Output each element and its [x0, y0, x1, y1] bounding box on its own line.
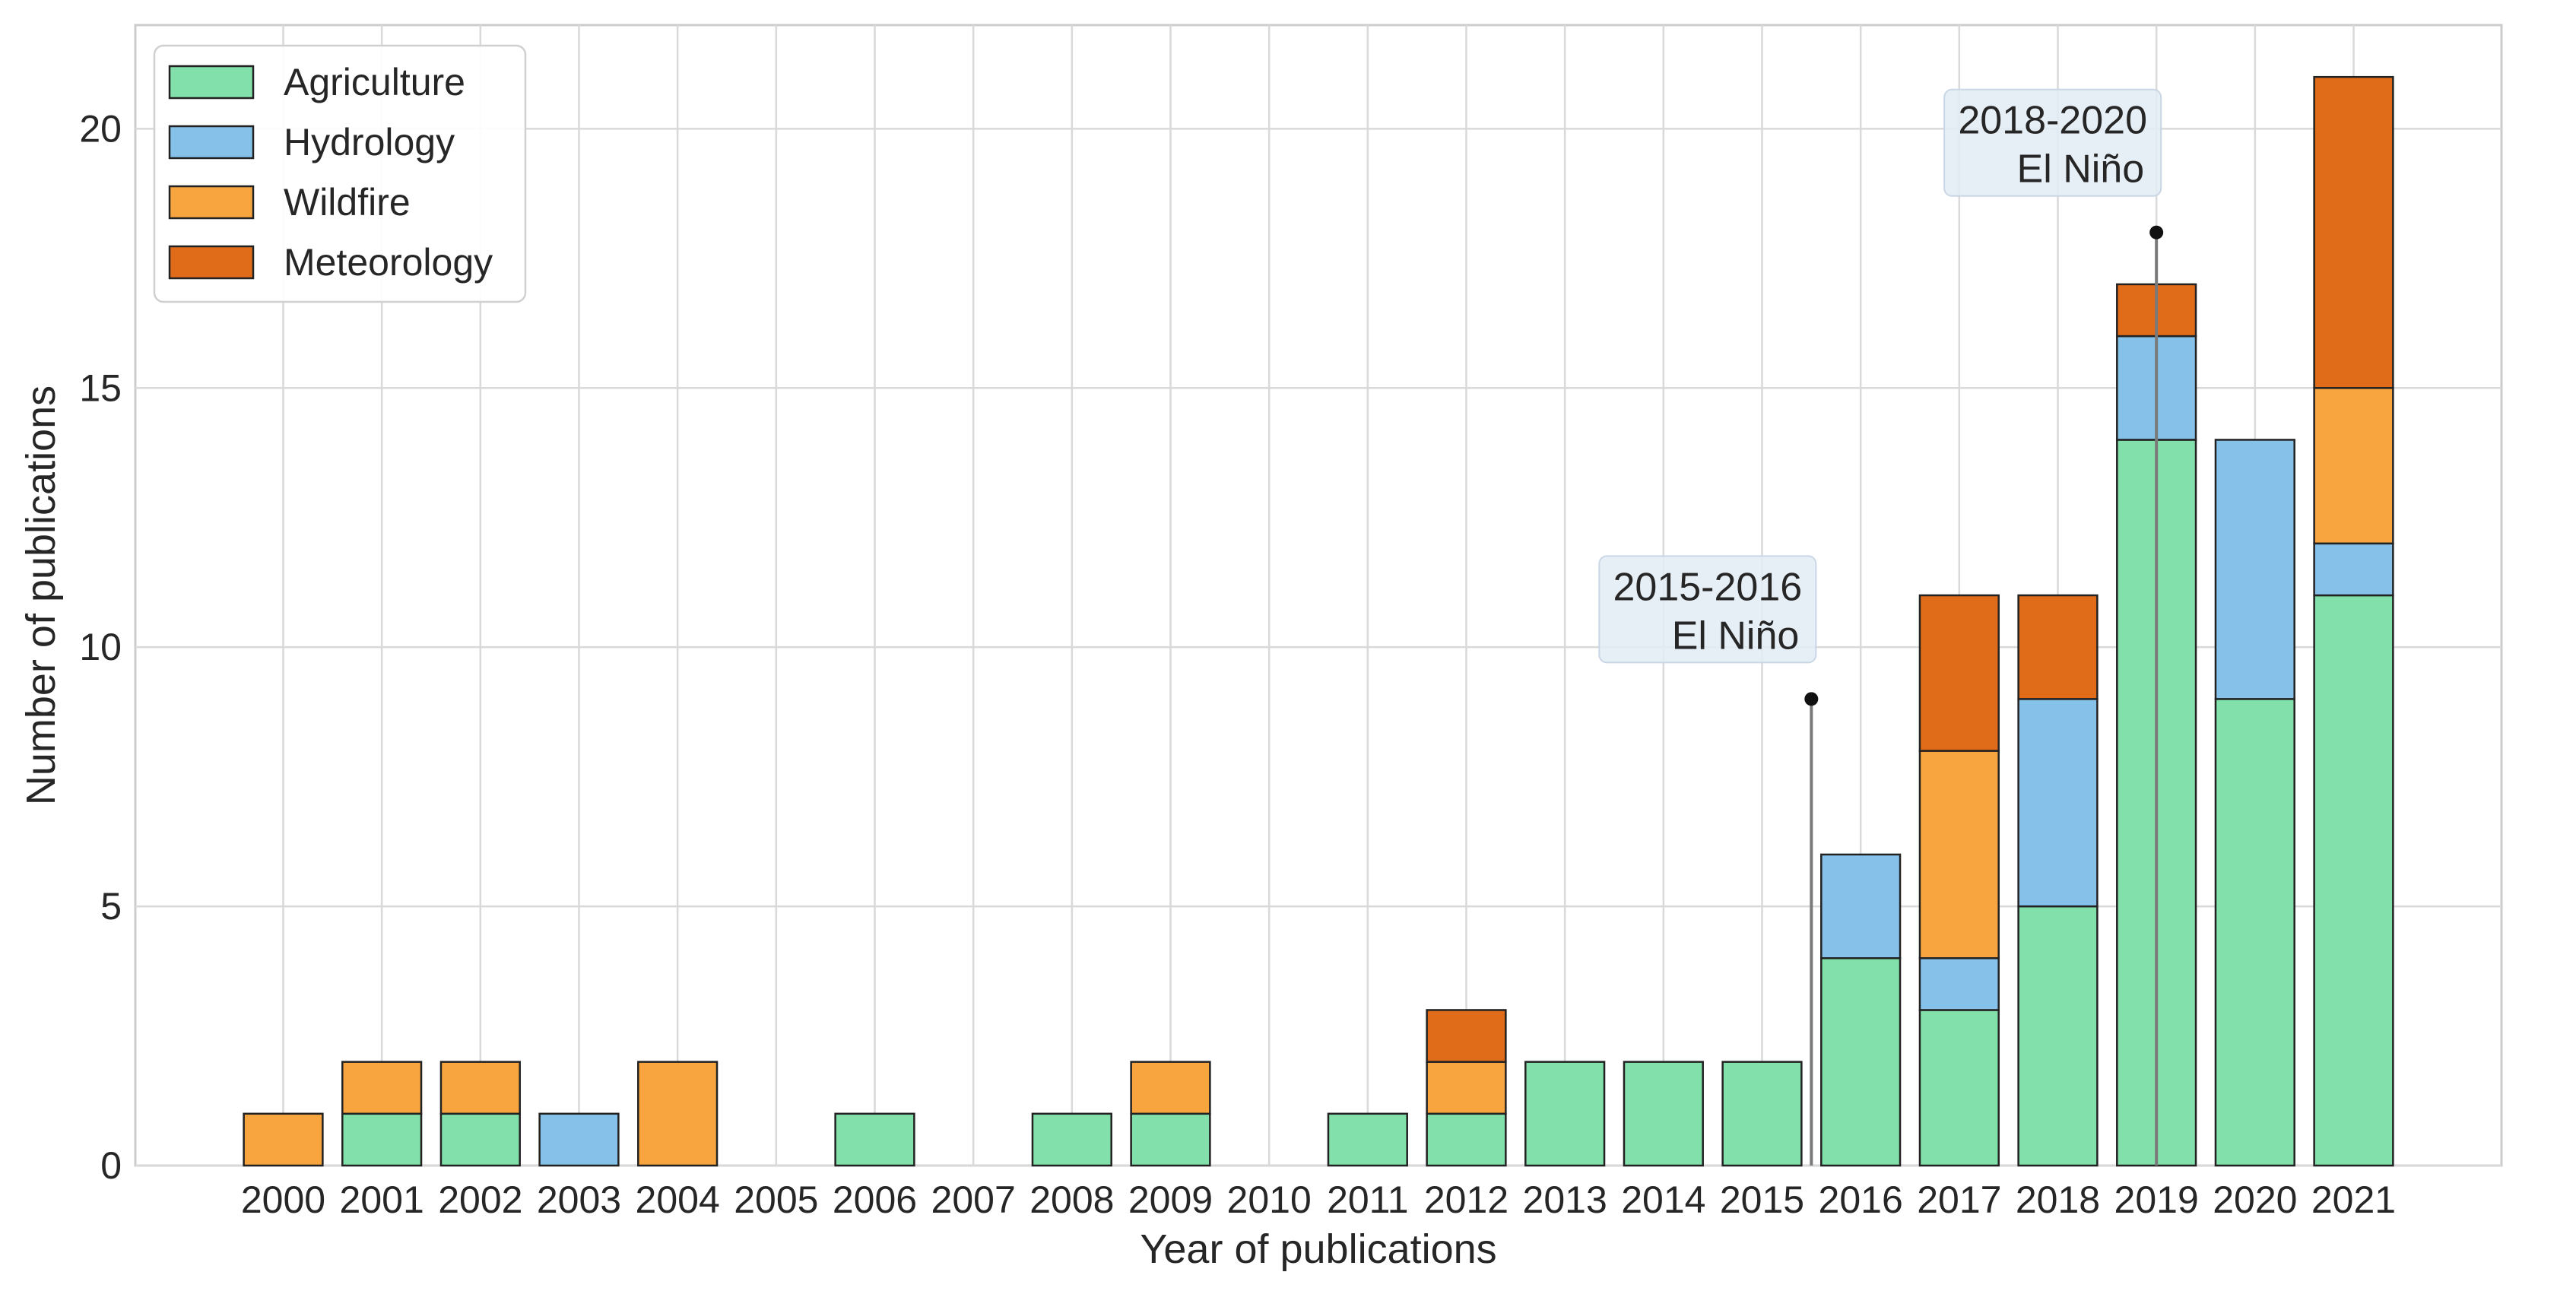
x-tick-label: 2006: [833, 1178, 917, 1221]
x-tick-label: 2015: [1720, 1178, 1804, 1221]
bar-hydrology-2016: [1820, 853, 1902, 960]
bar-hydrology-2020: [2214, 439, 2295, 700]
bar-agriculture-2017: [1918, 1009, 2000, 1167]
bar-hydrology-2021: [2313, 542, 2394, 597]
bar-agriculture-2020: [2214, 698, 2295, 1167]
y-tick-label: 15: [79, 366, 122, 409]
x-tick-label: 2001: [340, 1178, 424, 1221]
x-tick-label: 2010: [1227, 1178, 1312, 1221]
x-axis-label: Year of publications: [1140, 1226, 1496, 1272]
legend-label-hydrology: Hydrology: [284, 121, 455, 163]
x-tick-label: 2000: [241, 1178, 325, 1221]
bar-agriculture-2001: [341, 1112, 423, 1167]
x-tick-label: 2017: [1917, 1178, 2001, 1221]
bar-wildfire-2000: [243, 1112, 324, 1167]
bar-wildfire-2001: [341, 1061, 423, 1115]
bar-meteorology-2012: [1426, 1009, 1507, 1063]
bar-agriculture-2006: [834, 1112, 915, 1167]
bar-agriculture-2016: [1820, 957, 1902, 1167]
legend-swatch-wildfire: [168, 185, 255, 220]
y-tick-label: 5: [100, 885, 122, 928]
annotation-title: 2015-2016: [1613, 565, 1802, 609]
x-tick-label: 2007: [931, 1178, 1016, 1221]
x-tick-label: 2012: [1424, 1178, 1508, 1221]
bar-meteorology-2018: [2017, 594, 2099, 700]
bar-agriculture-2015: [1721, 1061, 1803, 1167]
x-tick-label: 2011: [1327, 1178, 1409, 1221]
annotation-subtitle: El Niño: [2017, 147, 2145, 192]
x-tick-label: 2003: [537, 1178, 621, 1221]
y-axis-label: Number of publications: [18, 385, 64, 805]
bar-agriculture-2021: [2313, 594, 2394, 1167]
bar-agriculture-2012: [1426, 1112, 1507, 1167]
plot-area: [134, 24, 2503, 1167]
legend-frame: [153, 44, 527, 303]
x-tick-label: 2008: [1029, 1178, 1114, 1221]
bar-wildfire-2017: [1918, 750, 2000, 960]
legend-swatch-hydrology: [168, 125, 255, 160]
y-tick-labels: 0 5 10 15 20: [79, 107, 122, 1187]
bar-wildfire-2021: [2313, 387, 2394, 545]
bar-wildfire-2009: [1130, 1061, 1211, 1115]
annotation-point: [2149, 225, 2164, 239]
legend-label-agriculture: Agriculture: [284, 61, 465, 103]
bar-hydrology-2003: [538, 1112, 620, 1167]
x-tick-label: 2020: [2213, 1178, 2297, 1221]
annotation-box: [1943, 88, 2162, 197]
bars-group: [243, 75, 2394, 1167]
bar-wildfire-2012: [1426, 1061, 1507, 1115]
legend-label-meteorology: Meteorology: [284, 241, 493, 284]
y-tick-label: 0: [100, 1144, 122, 1187]
legend-swatch-meteorology: [168, 245, 255, 280]
x-tick-labels: 2000 2001 2002 2003 2004 2005 2006 2007 2008 2009…: [241, 1178, 2396, 1221]
legend: Agriculture Hydrology Wildfire Meteorology: [153, 44, 527, 303]
x-tick-label: 2005: [734, 1178, 818, 1221]
bar-agriculture-2008: [1031, 1112, 1112, 1167]
annotation-point: [1804, 692, 1819, 706]
bar-agriculture-2011: [1327, 1112, 1408, 1167]
annotation-box: [1598, 555, 1817, 664]
legend-swatch-agriculture: [168, 65, 255, 100]
x-tick-label: 2009: [1128, 1178, 1213, 1221]
y-tick-label: 20: [79, 107, 122, 150]
x-tick-label: 2016: [1819, 1178, 1903, 1221]
x-tick-label: 2019: [2114, 1178, 2199, 1221]
bar-wildfire-2002: [439, 1061, 521, 1115]
bar-wildfire-2004: [637, 1061, 719, 1167]
bar-agriculture-2013: [1524, 1061, 1606, 1167]
x-tick-label: 2021: [2311, 1178, 2396, 1221]
x-tick-label: 2002: [438, 1178, 522, 1221]
bar-agriculture-2009: [1130, 1112, 1211, 1167]
x-tick-label: 2004: [636, 1178, 720, 1221]
bar-meteorology-2021: [2313, 75, 2394, 389]
annotation-subtitle: El Niño: [1672, 614, 1800, 658]
x-tick-label: 2018: [2016, 1178, 2100, 1221]
bar-agriculture-2018: [2017, 905, 2099, 1167]
x-tick-label: 2013: [1523, 1178, 1607, 1221]
annotation-title: 2018-2020: [1958, 99, 2147, 143]
bar-agriculture-2014: [1623, 1061, 1704, 1167]
bar-hydrology-2017: [1918, 957, 2000, 1011]
bar-agriculture-2002: [439, 1112, 521, 1167]
bar-meteorology-2017: [1918, 594, 2000, 752]
bar-hydrology-2018: [2017, 698, 2099, 908]
y-tick-label: 10: [79, 626, 122, 668]
legend-label-wildfire: Wildfire: [284, 181, 411, 224]
x-tick-label: 2014: [1621, 1178, 1705, 1221]
